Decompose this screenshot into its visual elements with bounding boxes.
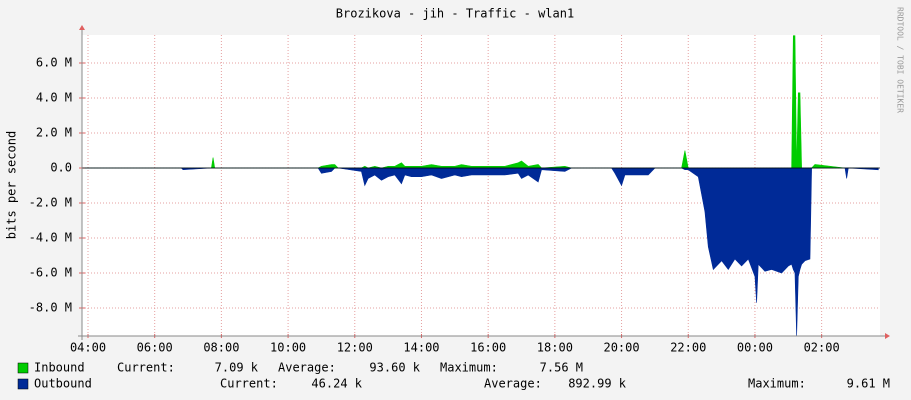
watermark: RRDTOOL / TOBI OETIKER	[896, 7, 905, 113]
stat-label: Maximum:	[440, 361, 498, 375]
stat-label: Average:	[278, 361, 336, 375]
area	[82, 167, 879, 337]
x-tick-label: 20:00	[603, 341, 639, 355]
x-tick-label: 04:00	[70, 341, 106, 355]
stat-value: 46.24 k	[311, 377, 362, 391]
y-tick-label: -4.0 M	[29, 231, 72, 245]
legend-swatch	[17, 378, 29, 390]
y-tick-label: 2.0 M	[36, 126, 72, 140]
chart-title: Brozikova - jih - Traffic - wlan1	[336, 7, 574, 21]
legend: Inbound Current: 7.09 k Average: 93.60 k Maxi…	[17, 361, 890, 391]
x-tick-label: 06:00	[137, 341, 173, 355]
x-tick-label: 12:00	[337, 341, 373, 355]
stat-label: Maximum:	[748, 377, 806, 391]
y-tick-label: -8.0 M	[29, 301, 72, 315]
stat-label: Current:	[220, 377, 278, 391]
x-tick-label: 00:00	[737, 341, 773, 355]
stat-value: 93.60 k	[369, 361, 420, 375]
y-tick-label: 6.0 M	[36, 56, 72, 70]
x-axis-arrow	[885, 333, 890, 339]
y-tick-label: -2.0 M	[29, 196, 72, 210]
y-tick-label: 4.0 M	[36, 91, 72, 105]
x-tick-label: 08:00	[203, 341, 239, 355]
y-axis-arrow	[79, 25, 85, 30]
y-tick-label: 0.0	[50, 161, 72, 175]
legend-label: Outbound	[34, 377, 92, 391]
legend-label: Inbound	[34, 361, 85, 375]
stat-label: Average:	[484, 377, 542, 391]
axes: 6.0 M 4.0 M 2.0 M 0.0 -2.0 M -4.0 M -6.0 M -8.0…	[29, 25, 890, 355]
stat-value: 7.56 M	[540, 361, 583, 375]
x-tick-label: 18:00	[537, 341, 573, 355]
stat-label: Current:	[117, 361, 175, 375]
x-tick-label: 02:00	[804, 341, 840, 355]
x-tick-label: 10:00	[270, 341, 306, 355]
x-tick-label: 14:00	[403, 341, 439, 355]
stat-value: 9.61 M	[847, 377, 890, 391]
stat-value: 892.99 k	[568, 377, 627, 391]
stat-value: 7.09 k	[215, 361, 259, 375]
x-tick-label: 22:00	[670, 341, 706, 355]
y-axis-label: bits per second	[5, 131, 19, 239]
legend-swatch	[17, 362, 29, 374]
y-tick-label: -6.0 M	[29, 266, 72, 280]
x-tick-label: 16:00	[470, 341, 506, 355]
